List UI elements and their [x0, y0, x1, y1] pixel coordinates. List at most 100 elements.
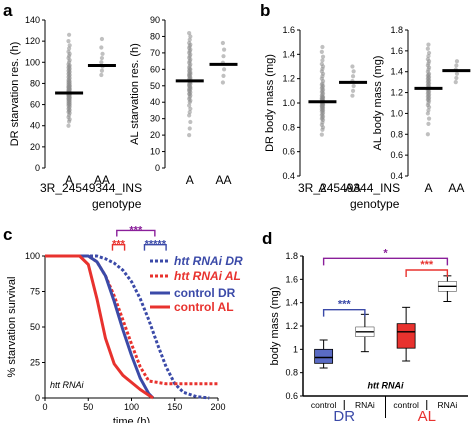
- series-line: [45, 254, 210, 400]
- legend-entry: htt RNAi AL: [174, 269, 241, 283]
- data-point: [221, 54, 226, 59]
- y-tick-label: 0: [155, 163, 160, 173]
- category-label: A: [186, 173, 194, 187]
- data-point: [187, 31, 192, 36]
- significance-bracket: [143, 243, 167, 251]
- y-tick-label: 0.4: [282, 171, 295, 181]
- series-line: [45, 254, 154, 400]
- data-point: [426, 116, 432, 121]
- y-tick-label: 0.6: [285, 391, 298, 401]
- data-point: [187, 113, 192, 118]
- x-tick-label: 100: [124, 402, 139, 412]
- data-point: [99, 60, 104, 65]
- data-point: [66, 46, 72, 51]
- significance-label: ***: [112, 239, 126, 251]
- data-point: [425, 57, 430, 62]
- data-point: [99, 36, 105, 42]
- y-tick-label: 1.8: [285, 251, 298, 261]
- y-axis-title: AL starvation res. (h): [129, 43, 141, 145]
- y-tick-label: 0: [35, 163, 40, 173]
- y-tick-label: 0.6: [390, 150, 403, 160]
- data-point: [187, 126, 192, 131]
- significance-label: *: [383, 247, 388, 259]
- data-point: [99, 45, 104, 50]
- chart-b-left: 0.40.60.81.01.21.41.6DR body mass (mg)A A…: [264, 25, 368, 195]
- data-point: [188, 119, 193, 125]
- y-axis-title: % starvation survival: [6, 277, 18, 378]
- significance-bracket: [116, 229, 156, 237]
- y-tick-label: 90: [150, 15, 160, 25]
- data-point: [320, 54, 326, 59]
- box-body: [396, 323, 416, 349]
- data-point: [220, 80, 225, 85]
- y-tick-label: 40: [150, 97, 160, 107]
- y-tick-label: 1: [293, 344, 298, 354]
- y-tick-label: 60: [150, 64, 160, 74]
- data-point: [66, 123, 71, 128]
- data-point: [351, 69, 356, 74]
- chart-boxplot: 0.6 0.8 1 1.2 1.4 1.6 1.8 body mass (mg) control…: [269, 247, 468, 423]
- category-label: A: [318, 181, 326, 195]
- y-tick-label: 1.4: [390, 67, 403, 77]
- data-point: [350, 64, 355, 69]
- data-point: [320, 44, 325, 50]
- y-tick-label: 100: [25, 251, 40, 261]
- y-tick-label: 1.6: [282, 25, 295, 35]
- chart-a-right: 0 10 20 30 40 50 60 70 80 90 AL starvation res. (h…: [129, 15, 238, 187]
- y-tick-label: 1.2: [282, 74, 295, 84]
- significance-label: ***: [338, 299, 352, 311]
- data-point: [67, 43, 72, 48]
- group-label-al: AL: [418, 408, 436, 423]
- y-tick-label: 50: [30, 322, 40, 332]
- data-point: [99, 68, 105, 73]
- x-tick-label: 0: [42, 402, 47, 412]
- legend-entry: htt RNAi DR: [174, 254, 243, 268]
- y-tick-label: 25: [30, 358, 40, 368]
- data-point: [425, 46, 430, 51]
- y-tick-label: 80: [150, 31, 160, 41]
- y-tick-label: 1.2: [285, 321, 298, 331]
- category-label: RNAi: [437, 400, 457, 410]
- y-tick-label: 0.6: [282, 147, 295, 157]
- category-label: AA: [215, 173, 231, 187]
- data-point: [188, 34, 193, 39]
- data-point: [350, 93, 355, 98]
- data-point: [319, 132, 324, 137]
- panel-letter-a: a: [3, 1, 13, 20]
- data-point: [99, 72, 104, 78]
- y-tick-label: 75: [30, 287, 40, 297]
- category-label: RNAi: [355, 400, 375, 410]
- data-point: [426, 108, 431, 113]
- data-point: [221, 73, 226, 79]
- y-tick-label: 1.6: [390, 46, 403, 56]
- x-tick-label: 50: [83, 402, 93, 412]
- data-point: [99, 55, 105, 61]
- data-point: [66, 32, 72, 37]
- data-point: [425, 132, 430, 137]
- data-point: [187, 109, 192, 115]
- significance-label: ***: [420, 259, 434, 271]
- y-tick-label: 1.0: [390, 108, 403, 118]
- data-point: [187, 37, 192, 42]
- y-tick-label: 30: [150, 114, 160, 124]
- x-tick-label: 200: [210, 402, 225, 412]
- series-line: [45, 254, 155, 400]
- data-point: [425, 111, 430, 116]
- y-axis-title: AL body mass (mg): [372, 56, 384, 151]
- category-label: AA: [448, 181, 464, 195]
- annotation-label: htt RNAi: [50, 380, 85, 390]
- chart-survival: 0 50 100 150 200 0 25 50 75 100 time (h) % starvati…: [6, 224, 243, 423]
- data-point: [351, 83, 356, 89]
- y-tick-label: 20: [150, 130, 160, 140]
- data-point: [222, 67, 227, 72]
- significance-bracket: [322, 308, 366, 317]
- y-tick-label: 1.2: [390, 88, 403, 98]
- y-tick-label: 1.8: [390, 25, 403, 35]
- category-label: control: [311, 400, 337, 410]
- y-tick-label: 0.4: [390, 171, 403, 181]
- data-point: [66, 39, 71, 44]
- y-tick-label: 50: [150, 81, 160, 91]
- group-label-dr: DR: [333, 408, 355, 423]
